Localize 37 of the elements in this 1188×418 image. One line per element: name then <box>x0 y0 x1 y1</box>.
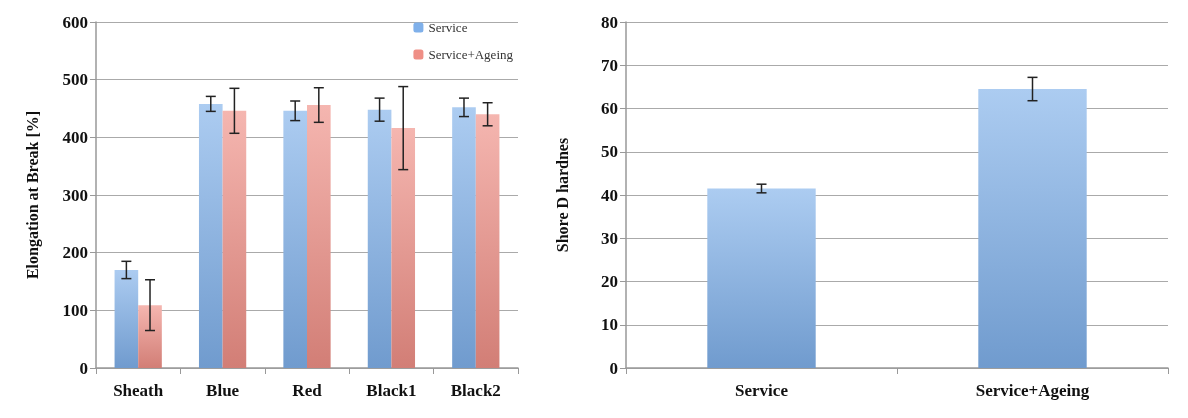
x-tick-label: Service+Ageing <box>975 381 1090 400</box>
x-tick-label: Black1 <box>366 381 417 400</box>
x-tick-label: Black2 <box>450 381 501 400</box>
y-axis-title: Elongation at Break [%] <box>23 110 42 280</box>
y-tick-label: 400 <box>62 127 88 147</box>
bar <box>198 103 223 368</box>
x-tick-label: Sheath <box>113 381 164 400</box>
bar <box>307 105 331 368</box>
legend-label: Service <box>428 20 468 35</box>
x-tick-label: Service <box>735 381 789 400</box>
bar <box>138 305 162 368</box>
y-tick-label: 500 <box>62 70 88 90</box>
y-tick-label: 200 <box>62 243 88 263</box>
y-tick-label: 10 <box>601 315 618 335</box>
bar <box>452 107 476 368</box>
x-tick-label: Red <box>292 381 323 400</box>
y-tick-label: 20 <box>601 272 618 291</box>
x-tick-label: Blue <box>206 381 240 400</box>
bar <box>391 128 416 368</box>
y-tick-label: 0 <box>609 358 618 378</box>
bar <box>367 109 392 368</box>
y-tick-label: 40 <box>601 185 618 205</box>
y-tick-label: 30 <box>601 228 618 248</box>
y-tick-label: 100 <box>62 300 88 320</box>
y-tick-label: 60 <box>601 99 618 118</box>
y-tick-label: 50 <box>601 142 618 162</box>
y-tick-label: 0 <box>79 358 88 378</box>
y-tick-label: 80 <box>601 12 618 32</box>
y-tick-label: 600 <box>62 12 88 32</box>
bar <box>114 269 139 368</box>
legend-label: Service+Ageing <box>428 47 514 62</box>
y-tick-label: 300 <box>62 185 88 205</box>
bar <box>222 110 247 368</box>
bar <box>475 114 500 368</box>
y-tick-label: 70 <box>601 55 618 75</box>
y-axis-title: Shore D hardnes <box>553 137 571 253</box>
bar <box>283 110 307 368</box>
